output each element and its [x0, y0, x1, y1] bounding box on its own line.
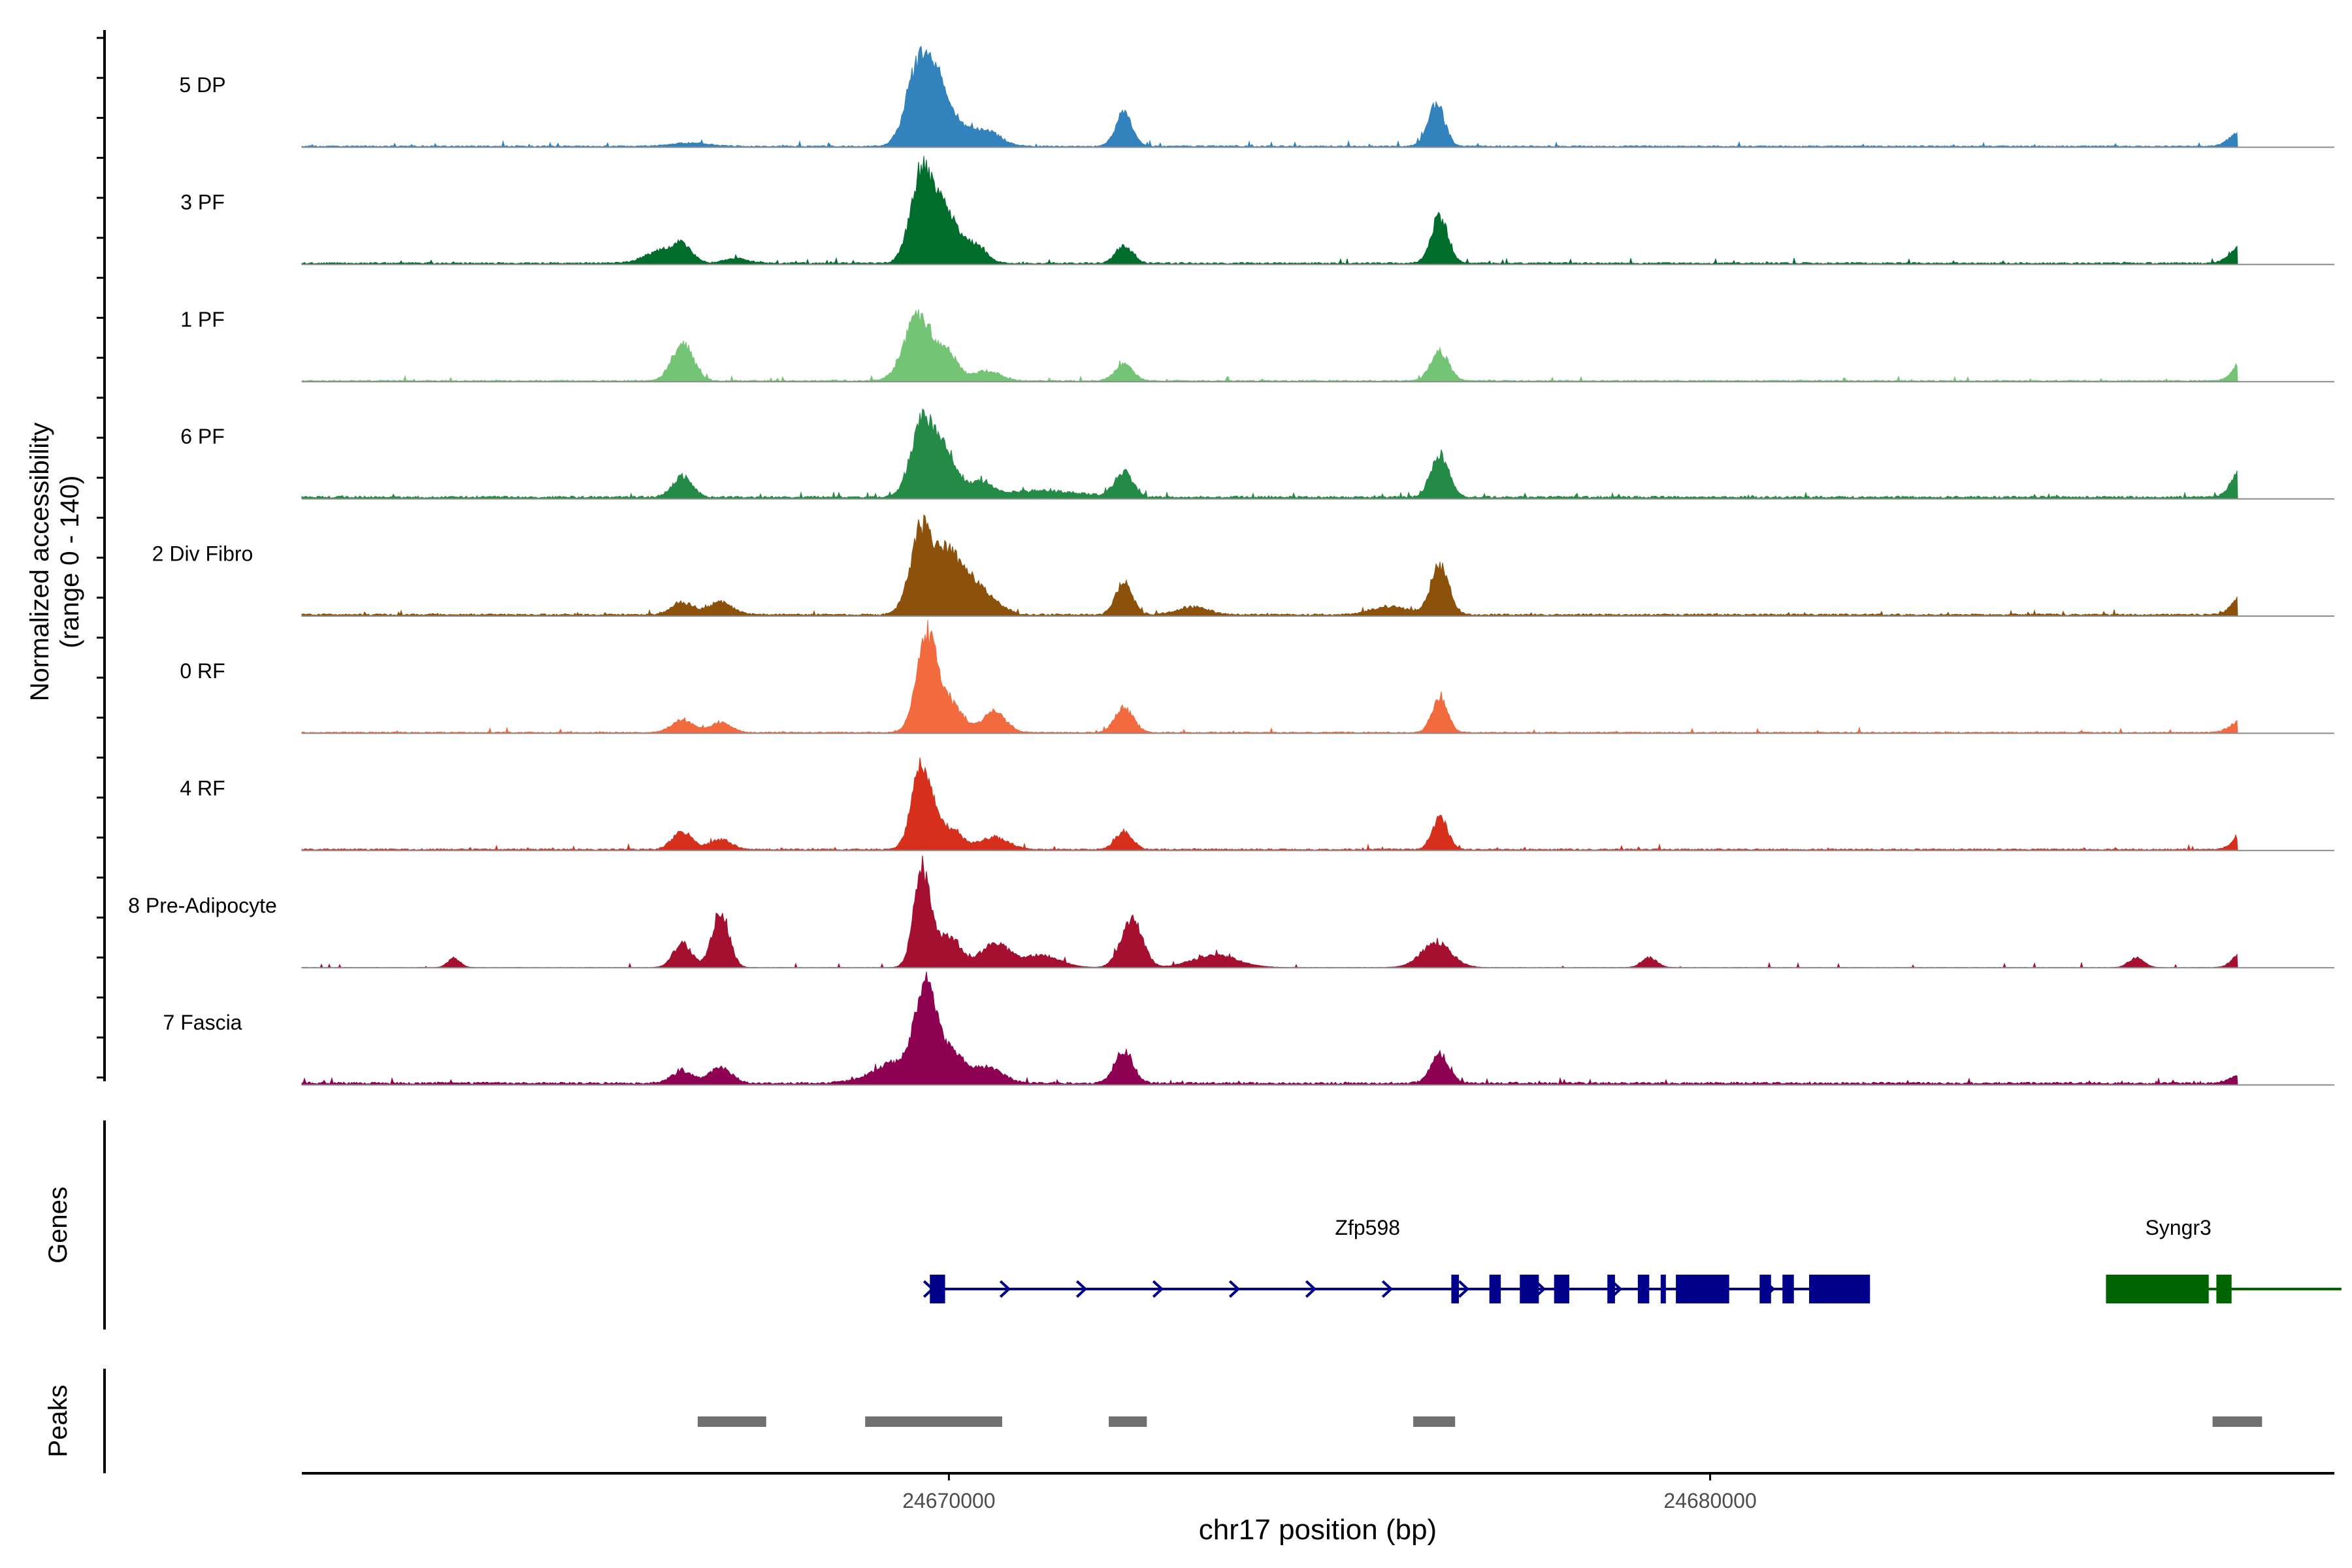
- coverage-area: [301, 855, 2238, 968]
- coverage-y-ticks: [97, 37, 105, 1079]
- gene-exon: [1520, 1275, 1539, 1303]
- track-label: 0 RF: [180, 659, 225, 683]
- peak-regions: [697, 1416, 2262, 1427]
- strand-arrow: [1381, 1280, 1394, 1298]
- coverage-tracks: 5 DP 3 PF 1 PF 6 PF 2 Div Fibro 0 RF 4 RF 8 Pre…: [128, 45, 2334, 1086]
- strand-arrow: [1152, 1280, 1164, 1298]
- gene-exon: [1676, 1275, 1729, 1303]
- track-2-div-fibro: 2 Div Fibro: [152, 514, 2334, 617]
- x-axis-ticks: 24670000 24680000: [902, 1473, 1757, 1512]
- strand-arrow: [1075, 1280, 1088, 1298]
- track-label: 5 DP: [179, 73, 225, 97]
- coverage-area: [301, 619, 2238, 734]
- gene-exon: [1809, 1275, 1870, 1303]
- track-4-rf: 4 RF: [180, 757, 2334, 851]
- x-tick-label: 24670000: [902, 1489, 995, 1512]
- peak-region: [2212, 1416, 2262, 1427]
- gene-exon: [1782, 1275, 1794, 1303]
- gene-exon: [2216, 1275, 2232, 1303]
- strand-arrow: [1458, 1280, 1470, 1298]
- gene-exon: [1451, 1275, 1460, 1303]
- track-label: 4 RF: [180, 776, 225, 800]
- gene-exon: [1554, 1275, 1570, 1303]
- gene-exon: [1489, 1275, 1501, 1303]
- coverage-area: [301, 309, 2238, 382]
- coverage-area: [301, 155, 2238, 265]
- strand-arrow: [1305, 1280, 1317, 1298]
- gene-label: Syngr3: [2145, 1216, 2211, 1239]
- peaks-axis-label: Peaks: [44, 1384, 73, 1457]
- track-label: 3 PF: [180, 190, 225, 214]
- track-label: 8 Pre-Adipocyte: [128, 894, 277, 917]
- x-tick-label: 24680000: [1663, 1489, 1756, 1512]
- track-8-pre-adipocyte: 8 Pre-Adipocyte: [128, 855, 2334, 969]
- track-3-pf: 3 PF: [180, 155, 2334, 265]
- coverage-area: [301, 45, 2238, 148]
- coverage-area: [301, 408, 2238, 500]
- strand-arrow: [999, 1280, 1011, 1298]
- coverage-axis-label-line2: (range 0 - 140): [56, 476, 84, 649]
- gene-exon: [1607, 1275, 1615, 1303]
- track-label: 2 Div Fibro: [152, 542, 253, 566]
- track-5-dp: 5 DP: [179, 45, 2334, 148]
- gene-label: Zfp598: [1335, 1216, 1400, 1239]
- peak-region: [697, 1416, 766, 1427]
- track-0-rf: 0 RF: [180, 619, 2334, 734]
- track-label: 6 PF: [180, 425, 225, 448]
- gene-exon: [1660, 1275, 1666, 1303]
- track-label: 7 Fascia: [163, 1011, 242, 1034]
- peak-region: [1413, 1416, 1456, 1427]
- track-6-pf: 6 PF: [180, 408, 2334, 500]
- track-7-fascia: 7 Fascia: [163, 972, 2334, 1086]
- track-1-pf: 1 PF: [180, 308, 2334, 383]
- x-axis-label: chr17 position (bp): [1199, 1514, 1437, 1546]
- gene-exon: [1637, 1275, 1650, 1303]
- gene-zfp598: Zfp598: [923, 1216, 1870, 1303]
- gene-exon: [1759, 1275, 1771, 1303]
- gene-syngr3: Syngr3: [2106, 1216, 2342, 1303]
- gene-exon: [2106, 1275, 2209, 1303]
- coverage-area: [301, 514, 2238, 617]
- coverage-area: [301, 757, 2238, 851]
- genes-axis-label: Genes: [44, 1186, 73, 1264]
- coverage-axis-label-line1: Normalized accessibility: [25, 423, 54, 702]
- track-label: 1 PF: [180, 308, 225, 331]
- peak-region: [865, 1416, 1002, 1427]
- peak-region: [1109, 1416, 1147, 1427]
- coverage-area: [301, 972, 2238, 1086]
- strand-arrow: [1228, 1280, 1241, 1298]
- gene-annotations: Zfp598 Syngr3: [923, 1216, 2342, 1303]
- gene-exon: [930, 1275, 945, 1303]
